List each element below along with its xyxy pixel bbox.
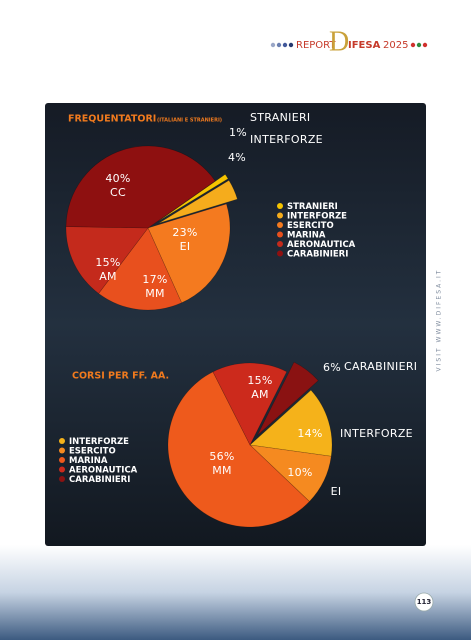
slice-value-label: 6%	[323, 361, 341, 374]
page-number: 113	[417, 598, 432, 606]
slice-name-label: MM	[212, 464, 232, 477]
slice-value-label: 17%	[142, 273, 167, 286]
slice-name-label: INTERFORZE	[340, 427, 413, 440]
legend-label: MARINA	[69, 456, 108, 466]
legend-swatch	[277, 231, 283, 238]
header-dots	[270, 42, 428, 48]
pie-slice	[212, 362, 288, 446]
legend-swatch	[59, 476, 65, 482]
pie-slice	[65, 226, 149, 294]
legend-swatch	[59, 438, 65, 444]
pie-slice	[249, 444, 332, 502]
slice-value-label: 15%	[247, 374, 272, 387]
legend-swatch	[277, 222, 283, 228]
pie-slice	[249, 389, 333, 457]
slice-name-label: MM	[145, 287, 165, 300]
slice-name-label: EI	[180, 240, 191, 253]
slice-value-label: 15%	[95, 256, 120, 269]
legend-label: ESERCITO	[287, 221, 334, 231]
header-brand: IFESA	[348, 40, 381, 51]
pie-slice	[257, 361, 319, 436]
pie-slice	[65, 145, 216, 229]
pie-slice	[157, 173, 229, 222]
slice-name-label: AM	[251, 388, 269, 401]
slice-value-label: 56%	[209, 450, 234, 463]
legend-label: INTERFORZE	[287, 212, 347, 222]
slice-name-label: INTERFORZE	[250, 133, 323, 146]
legend-label: ESERCITO	[69, 447, 116, 457]
slice-name-label: CARABINIERI	[344, 360, 417, 373]
legend-label: MARINA	[287, 231, 326, 241]
legend-label: INTERFORZE	[69, 437, 129, 447]
chart-title: CORSI PER FF. AA.	[72, 371, 169, 382]
page-number-badge	[414, 592, 434, 612]
chart-subtitle: (ITALIANI E STRANIERI)	[157, 118, 222, 124]
legend-label: CARABINIERI	[69, 475, 130, 485]
legend-swatch	[59, 447, 65, 454]
slice-value-label: 40%	[105, 172, 130, 185]
legend-swatch	[59, 466, 65, 473]
footer-band	[0, 545, 471, 640]
legend-swatch	[277, 250, 283, 257]
legend-swatch	[277, 212, 283, 219]
legend-label: AERONAUTICA	[69, 466, 138, 476]
legend-swatch	[277, 241, 283, 247]
header-year: 2025	[383, 40, 408, 51]
legend-label: AERONAUTICA	[287, 240, 356, 250]
chart-title: FREQUENTATORI	[68, 114, 156, 125]
slice-name-label: STRANIERI	[250, 111, 310, 124]
pie-slice	[98, 227, 183, 311]
slice-value-label: 1%	[229, 126, 247, 139]
pie-slice	[167, 371, 310, 528]
legend-label: CARABINIERI	[287, 250, 348, 260]
legend-swatch	[59, 457, 65, 463]
side-text: VISIT WWW.DIFESA.IT	[436, 269, 443, 372]
slice-value-label: 14%	[297, 427, 322, 440]
pie-slice	[147, 203, 231, 304]
slice-value-label: 4%	[228, 151, 246, 164]
legend-label: STRANIERI	[287, 202, 338, 212]
header-report: REPORT	[296, 40, 336, 51]
pie-slice	[158, 179, 238, 224]
slice-name-label: CC	[110, 186, 126, 199]
slice-name-label: AM	[99, 270, 117, 283]
slice-name-label: EI	[331, 485, 342, 498]
legend-swatch	[277, 203, 283, 209]
slice-value-label: 10%	[287, 466, 312, 479]
header-brand-initial: D	[329, 26, 349, 57]
slice-value-label: 23%	[172, 226, 197, 239]
